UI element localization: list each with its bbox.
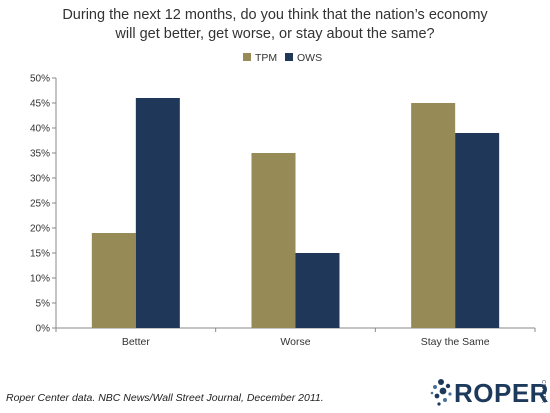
y-tick-label: 35% xyxy=(30,149,50,160)
x-category-label: Better xyxy=(122,336,151,348)
y-tick-label: 10% xyxy=(30,274,50,285)
y-tick-label: 45% xyxy=(30,99,50,110)
chart-title-line-2: will get better, get worse, or stay abou… xyxy=(115,26,435,42)
bar-ows-worse xyxy=(295,253,340,328)
legend-label-ows: OWS xyxy=(297,52,322,64)
logo-dots-icon xyxy=(430,379,452,406)
y-tick-label: 50% xyxy=(30,74,50,85)
bar-ows-stay-the-same xyxy=(455,133,500,328)
source-note: Roper Center data. NBC News/Wall Street … xyxy=(6,392,324,404)
legend-label-tpm: TPM xyxy=(255,52,277,64)
x-category-label: Worse xyxy=(280,336,310,348)
y-tick-label: 40% xyxy=(30,124,50,135)
chart-title-line-1: During the next 12 months, do you think … xyxy=(62,7,488,23)
chart-title: During the next 12 months, do you think … xyxy=(0,6,550,44)
x-category-label: Stay the Same xyxy=(421,336,490,348)
y-tick-label: 15% xyxy=(30,249,50,260)
bar-ows-better xyxy=(135,98,180,328)
legend: TPM OWS xyxy=(243,52,322,64)
bar-tpm-stay-the-same xyxy=(411,103,456,328)
legend-swatch-tpm xyxy=(243,53,251,61)
legend-swatch-ows xyxy=(285,53,293,61)
roper-center-logo: ROPER CENTER xyxy=(428,376,548,410)
bars xyxy=(91,98,500,328)
y-tick-label: 0% xyxy=(36,324,51,335)
logo-wordmark: ROPER xyxy=(454,378,549,408)
bar-tpm-better xyxy=(91,233,136,328)
bar-tpm-worse xyxy=(251,153,296,328)
y-tick-label: 25% xyxy=(30,199,50,210)
y-tick-label: 30% xyxy=(30,174,50,185)
logo-subtext: CENTER xyxy=(540,380,546,404)
y-tick-label: 20% xyxy=(30,224,50,235)
y-tick-label: 5% xyxy=(36,299,51,310)
